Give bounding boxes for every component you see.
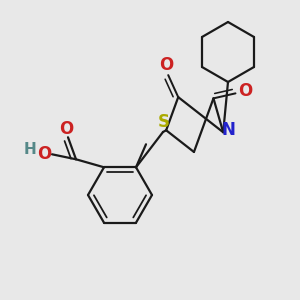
Text: O: O	[37, 145, 51, 163]
Text: H: H	[24, 142, 36, 157]
Text: O: O	[59, 120, 73, 138]
Text: O: O	[238, 82, 253, 100]
Text: N: N	[221, 121, 235, 139]
Text: S: S	[158, 113, 170, 131]
Text: O: O	[159, 56, 173, 74]
